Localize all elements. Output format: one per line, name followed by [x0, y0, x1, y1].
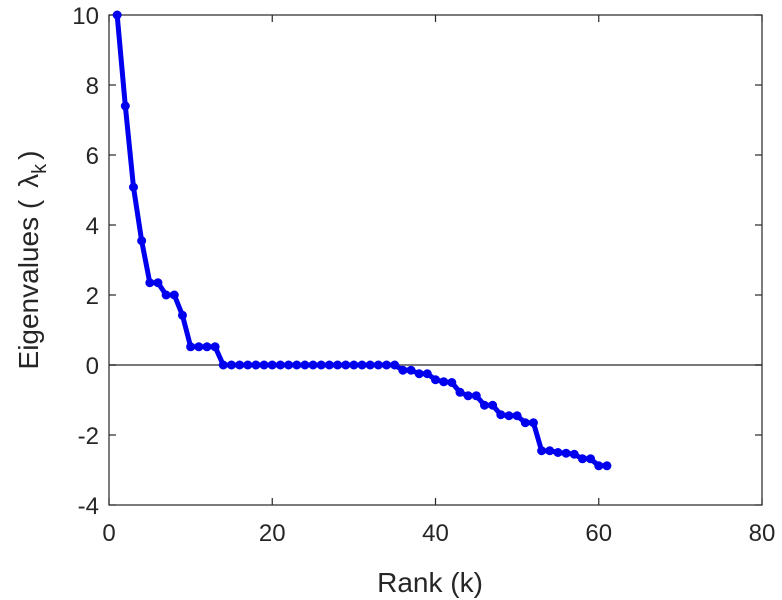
data-point	[561, 448, 571, 458]
data-point	[202, 342, 212, 352]
data-point	[422, 369, 432, 379]
data-point	[324, 360, 334, 370]
x-axis-title: Rank (k)	[377, 567, 483, 598]
y-tick-label: -2	[78, 423, 99, 450]
data-point	[373, 360, 383, 370]
x-tick-label: 60	[585, 520, 612, 547]
data-point	[128, 182, 138, 192]
data-point	[520, 418, 530, 428]
data-point	[145, 278, 155, 288]
y-tick-label: 10	[72, 3, 99, 30]
data-point	[471, 391, 481, 401]
data-point	[365, 360, 375, 370]
y-axis-ticks: -4 -2 0 2 4 6 8 10	[72, 3, 762, 520]
data-point	[479, 400, 489, 410]
data-point	[112, 10, 122, 20]
data-point	[292, 360, 302, 370]
data-point	[447, 378, 457, 387]
data-point	[553, 448, 563, 457]
data-point	[120, 101, 130, 111]
data-point	[243, 360, 253, 370]
data-point	[390, 360, 400, 370]
data-point	[602, 461, 612, 471]
data-point	[259, 360, 269, 370]
data-point	[528, 418, 538, 428]
data-point	[341, 360, 351, 370]
y-tick-label: 8	[86, 73, 99, 100]
data-point	[569, 449, 579, 459]
data-point	[537, 446, 547, 456]
data-point	[267, 360, 277, 370]
y-axis-title-symbol: λ	[13, 174, 44, 188]
data-point	[577, 454, 587, 464]
x-tick-label: 20	[259, 520, 286, 547]
data-point	[586, 454, 596, 464]
data-point	[186, 342, 196, 352]
data-point	[308, 360, 318, 370]
data-point	[137, 236, 147, 246]
data-point	[594, 461, 604, 471]
data-point	[382, 360, 392, 370]
data-point	[316, 360, 326, 370]
data-point	[275, 360, 285, 370]
y-tick-label: 2	[86, 283, 99, 310]
y-axis-title-subscript: k	[29, 163, 51, 174]
data-point	[333, 360, 343, 370]
data-point	[496, 410, 506, 420]
data-point	[300, 360, 310, 370]
y-tick-label: 4	[86, 213, 99, 240]
data-point	[398, 365, 408, 375]
x-axis-ticks: 0 20 40 60 80	[102, 15, 775, 547]
x-tick-label: 0	[102, 520, 115, 547]
data-point	[431, 375, 440, 385]
data-point	[153, 278, 163, 288]
x-tick-label: 80	[749, 520, 776, 547]
data-point	[284, 360, 294, 370]
eigenvalue-series-points	[112, 10, 612, 471]
data-point	[455, 387, 465, 397]
data-point	[226, 360, 236, 370]
y-tick-label: -4	[78, 493, 99, 520]
data-point	[512, 411, 522, 421]
data-point	[235, 360, 245, 370]
plot-area	[108, 14, 763, 506]
data-point	[463, 391, 473, 401]
data-point	[545, 446, 555, 456]
y-axis-title-prefix: Eigenvalues (	[13, 199, 44, 369]
data-point	[504, 411, 514, 421]
data-point	[177, 310, 187, 320]
y-axis-title: Eigenvalues ( λk)	[13, 151, 51, 370]
data-point	[488, 400, 498, 410]
data-point	[357, 360, 367, 370]
data-point	[210, 342, 220, 352]
y-tick-label: 6	[86, 143, 99, 170]
data-point	[439, 377, 449, 387]
data-point	[194, 342, 204, 352]
x-tick-label: 40	[422, 520, 449, 547]
y-tick-label: 0	[86, 353, 99, 380]
data-point	[349, 360, 359, 370]
data-point	[414, 369, 424, 379]
data-point	[169, 290, 179, 300]
data-point	[406, 365, 416, 375]
data-point	[251, 360, 261, 370]
y-axis-title-suffix: )	[13, 151, 44, 160]
data-point	[218, 360, 228, 370]
data-point	[161, 290, 171, 300]
